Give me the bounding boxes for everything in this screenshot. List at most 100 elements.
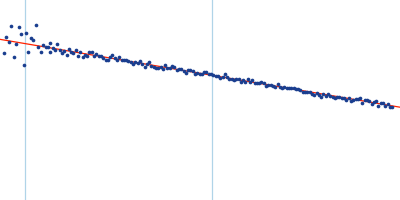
Point [343, 99, 350, 102]
Point [45, 45, 51, 48]
Point [86, 50, 93, 54]
Point [341, 97, 347, 100]
Point [293, 87, 299, 91]
Point [54, 42, 60, 46]
Point [242, 80, 249, 83]
Point [59, 52, 65, 55]
Point [297, 88, 304, 92]
Point [166, 66, 173, 70]
Point [355, 97, 361, 100]
Point [352, 97, 359, 100]
Point [91, 54, 97, 57]
Point [284, 86, 290, 89]
Point [215, 75, 221, 78]
Point [66, 47, 72, 50]
Point [47, 42, 54, 45]
Point [93, 53, 100, 56]
Point [56, 48, 63, 51]
Point [50, 46, 56, 49]
Point [300, 90, 306, 93]
Point [23, 31, 29, 34]
Point [40, 43, 46, 46]
Point [373, 99, 379, 102]
Point [47, 51, 54, 54]
Point [359, 101, 366, 105]
Point [313, 91, 320, 95]
Point [203, 71, 210, 74]
Point [162, 64, 168, 67]
Point [325, 93, 331, 96]
Point [146, 61, 152, 64]
Point [286, 87, 292, 90]
Point [357, 96, 363, 100]
Point [371, 101, 377, 104]
Point [279, 87, 285, 90]
Point [268, 84, 274, 87]
Point [272, 85, 278, 89]
Point [112, 57, 118, 60]
Point [125, 60, 132, 63]
Point [256, 81, 262, 84]
Point [8, 24, 14, 27]
Point [28, 37, 34, 40]
Point [231, 79, 237, 82]
Point [116, 55, 122, 58]
Point [155, 66, 162, 69]
Point [77, 50, 84, 54]
Point [265, 83, 272, 86]
Point [164, 67, 171, 70]
Point [144, 63, 150, 66]
Point [322, 94, 329, 97]
Point [130, 62, 136, 66]
Point [380, 101, 386, 104]
Point [63, 54, 70, 57]
Point [334, 96, 340, 99]
Point [38, 50, 44, 53]
Point [316, 94, 322, 97]
Point [157, 65, 164, 69]
Point [30, 38, 36, 42]
Point [233, 77, 240, 80]
Point [206, 72, 212, 75]
Point [318, 95, 324, 98]
Point [123, 59, 129, 62]
Point [364, 98, 370, 101]
Point [290, 87, 297, 90]
Point [100, 56, 106, 60]
Point [332, 96, 338, 100]
Point [96, 55, 102, 58]
Point [84, 55, 90, 58]
Point [18, 32, 24, 35]
Point [68, 51, 74, 54]
Point [208, 73, 214, 76]
Point [105, 59, 111, 62]
Point [169, 65, 175, 68]
Point [10, 56, 17, 59]
Point [311, 94, 318, 97]
Point [42, 45, 49, 48]
Point [132, 60, 138, 63]
Point [366, 99, 372, 102]
Point [70, 52, 77, 55]
Point [254, 82, 260, 85]
Point [196, 72, 203, 76]
Point [176, 68, 182, 71]
Point [185, 69, 191, 72]
Point [180, 69, 187, 72]
Point [240, 78, 246, 82]
Point [378, 102, 384, 105]
Point [15, 25, 22, 28]
Point [252, 82, 258, 85]
Point [118, 58, 125, 61]
Point [309, 92, 315, 95]
Point [137, 60, 143, 63]
Point [235, 78, 242, 81]
Point [178, 67, 184, 71]
Point [362, 99, 368, 102]
Point [210, 73, 216, 76]
Point [384, 103, 391, 106]
Point [82, 53, 88, 56]
Point [304, 91, 310, 94]
Point [270, 85, 276, 88]
Point [222, 73, 228, 76]
